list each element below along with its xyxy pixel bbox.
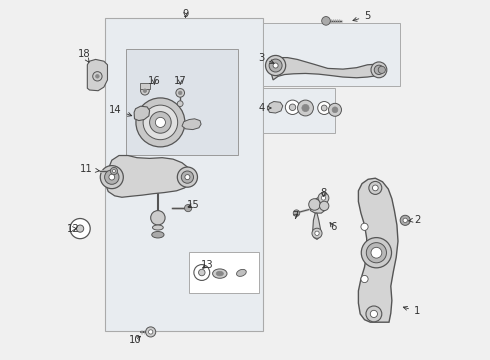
Text: 8: 8 (320, 188, 327, 198)
Circle shape (273, 63, 278, 68)
Circle shape (318, 193, 329, 203)
Text: 7: 7 (292, 211, 298, 221)
Bar (126, 49, 238, 155)
Text: 15: 15 (187, 200, 200, 210)
Text: 3: 3 (258, 53, 274, 63)
Text: 14: 14 (109, 105, 132, 116)
Circle shape (302, 104, 309, 112)
Circle shape (309, 199, 320, 210)
Circle shape (361, 238, 392, 268)
Circle shape (293, 210, 300, 216)
Polygon shape (310, 197, 327, 213)
Circle shape (113, 170, 116, 172)
Circle shape (361, 223, 368, 230)
Circle shape (318, 102, 331, 114)
Circle shape (366, 306, 382, 322)
Circle shape (104, 170, 119, 184)
Circle shape (371, 247, 382, 258)
Circle shape (198, 269, 205, 276)
Polygon shape (268, 102, 283, 113)
Circle shape (370, 310, 377, 318)
Circle shape (141, 86, 149, 95)
Text: 10: 10 (129, 335, 142, 345)
Circle shape (70, 219, 90, 239)
Circle shape (285, 100, 300, 114)
Text: 11: 11 (80, 164, 99, 174)
Text: 13: 13 (201, 260, 214, 270)
Ellipse shape (152, 225, 163, 230)
Circle shape (177, 101, 183, 107)
Circle shape (367, 243, 387, 263)
Circle shape (374, 65, 384, 75)
Polygon shape (134, 106, 149, 121)
Circle shape (369, 181, 382, 194)
Circle shape (328, 103, 342, 116)
Text: 1: 1 (403, 306, 420, 316)
Ellipse shape (213, 269, 227, 278)
Circle shape (312, 228, 322, 238)
Polygon shape (358, 178, 398, 322)
Polygon shape (87, 59, 107, 91)
Circle shape (194, 265, 210, 280)
Circle shape (151, 211, 165, 225)
Circle shape (332, 107, 338, 113)
Circle shape (378, 66, 386, 73)
Circle shape (297, 100, 314, 116)
Circle shape (146, 327, 156, 337)
Circle shape (185, 175, 190, 180)
Circle shape (266, 55, 286, 76)
Text: 12: 12 (67, 224, 79, 234)
Circle shape (109, 174, 115, 180)
Circle shape (269, 59, 282, 72)
Circle shape (178, 91, 182, 95)
Bar (263, 88, 335, 133)
Circle shape (143, 89, 147, 93)
Circle shape (321, 196, 326, 200)
Circle shape (148, 330, 153, 334)
Text: 2: 2 (408, 215, 420, 225)
Circle shape (319, 201, 329, 211)
Bar (189, 252, 259, 293)
Polygon shape (313, 213, 320, 239)
Circle shape (181, 171, 194, 183)
Circle shape (110, 167, 118, 175)
Bar (263, 23, 400, 86)
Circle shape (403, 218, 407, 222)
Circle shape (400, 215, 410, 225)
Circle shape (149, 112, 171, 133)
Circle shape (136, 98, 185, 147)
Ellipse shape (216, 271, 223, 276)
Text: 5: 5 (353, 11, 370, 21)
Circle shape (289, 104, 296, 111)
Circle shape (76, 225, 84, 232)
Text: 4: 4 (258, 103, 271, 113)
Circle shape (96, 75, 99, 78)
Circle shape (321, 17, 330, 25)
Circle shape (371, 62, 387, 78)
Circle shape (315, 231, 319, 235)
Circle shape (177, 167, 197, 187)
Text: 18: 18 (77, 49, 90, 62)
Polygon shape (270, 58, 383, 80)
Text: 9: 9 (182, 9, 189, 19)
Circle shape (185, 204, 192, 212)
Circle shape (93, 72, 102, 81)
Circle shape (361, 275, 368, 283)
Circle shape (372, 185, 378, 191)
Circle shape (321, 105, 327, 111)
Polygon shape (182, 119, 201, 130)
Circle shape (143, 105, 178, 140)
Circle shape (100, 166, 123, 189)
Ellipse shape (237, 269, 246, 276)
Text: 16: 16 (148, 76, 161, 86)
Bar (104, 18, 263, 331)
Bar (140, 83, 150, 89)
Ellipse shape (152, 231, 164, 238)
Text: 17: 17 (174, 76, 187, 86)
Circle shape (176, 89, 185, 97)
Text: 6: 6 (330, 222, 337, 232)
Polygon shape (105, 156, 193, 197)
Circle shape (155, 117, 166, 127)
